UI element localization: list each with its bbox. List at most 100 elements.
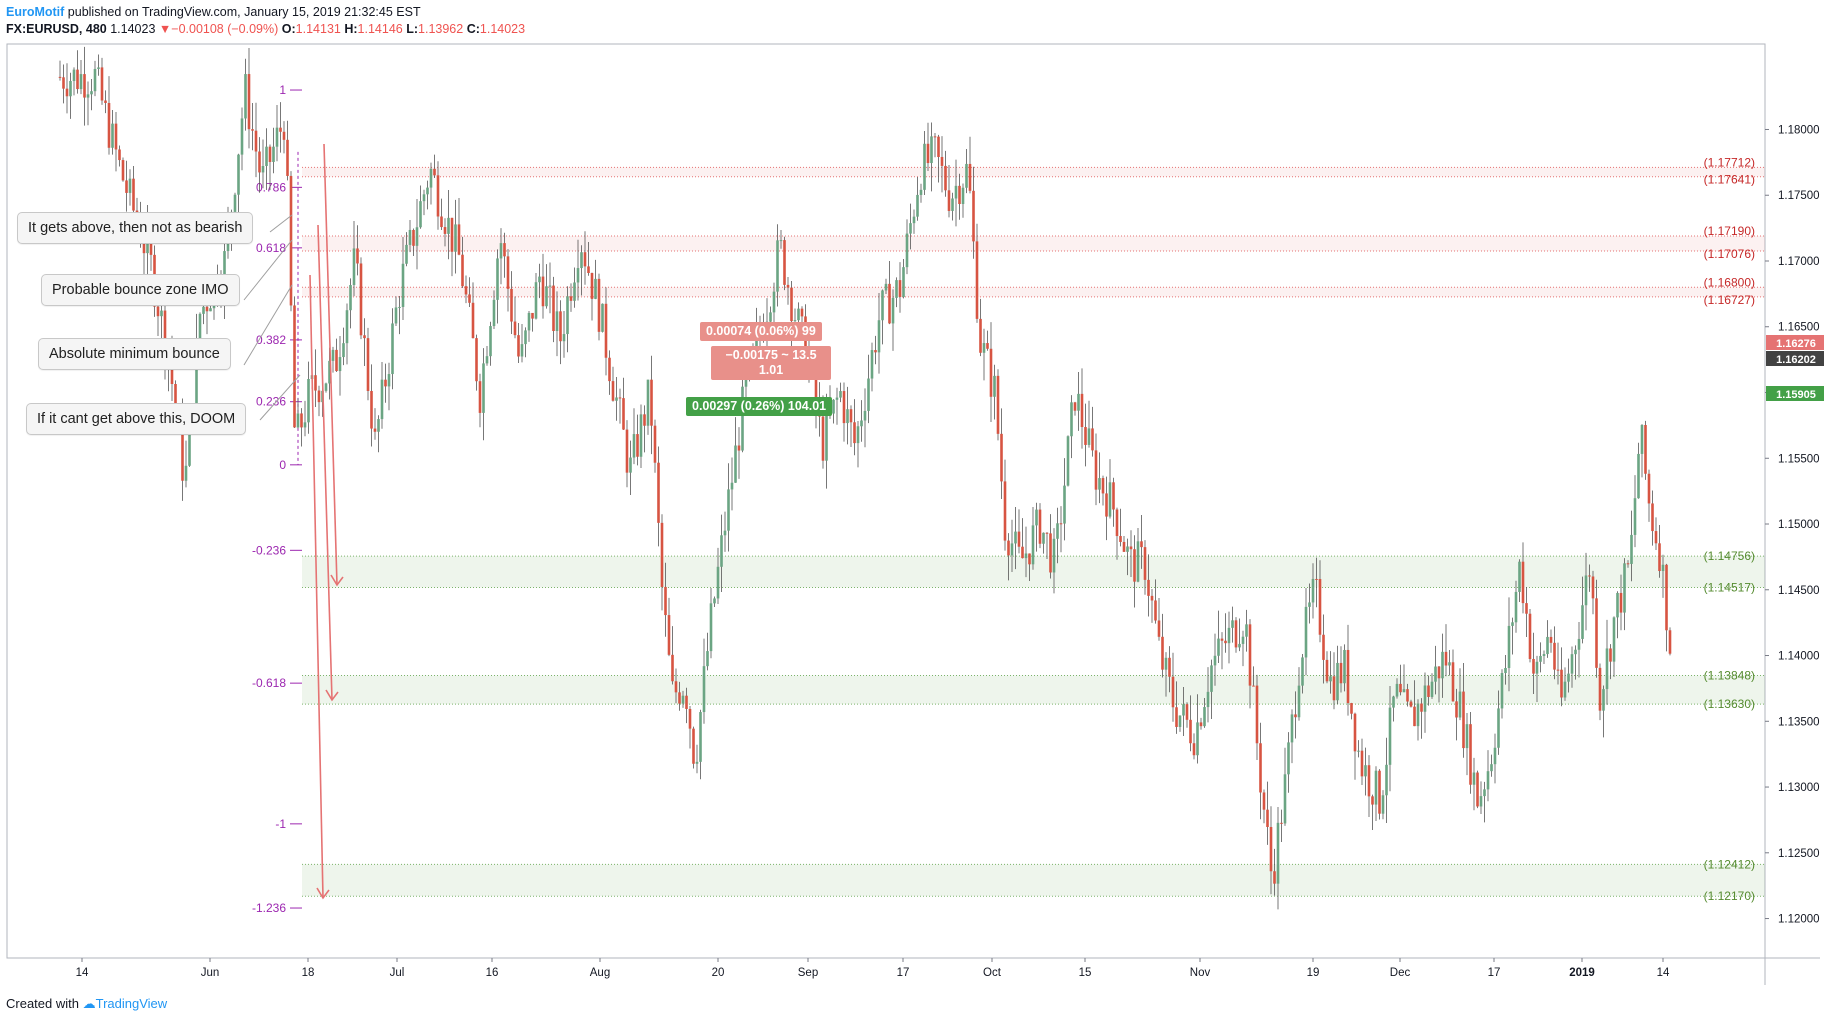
candle-body xyxy=(349,285,352,311)
candle-body xyxy=(660,522,664,587)
annotation-note[interactable]: It gets above, then not as bearish xyxy=(17,212,254,244)
x-tick-label: 20 xyxy=(712,967,725,979)
candle-body xyxy=(1168,657,1171,677)
y-tick-label: 1.15500 xyxy=(1778,453,1820,465)
candle-body xyxy=(426,187,429,195)
candle-body xyxy=(1227,627,1231,644)
candle-body xyxy=(723,530,727,536)
candle-body xyxy=(888,283,891,324)
candle-body xyxy=(1402,689,1406,693)
candle-body xyxy=(1507,625,1511,669)
candle-body xyxy=(1616,592,1619,618)
candle-body xyxy=(909,223,912,234)
candle-body xyxy=(471,302,475,339)
candle-body xyxy=(205,306,209,312)
candle-body xyxy=(429,168,433,188)
candle-body xyxy=(1563,681,1567,698)
candle-body xyxy=(1525,603,1528,614)
y-tick-label: 1.17000 xyxy=(1778,256,1820,268)
candle-body xyxy=(496,258,499,300)
fib-label: 0.618 xyxy=(256,241,286,255)
candle-body xyxy=(1056,523,1059,539)
candle-body xyxy=(1224,640,1227,644)
candle-body xyxy=(1626,563,1630,565)
candle-body xyxy=(1630,534,1633,564)
annotation-note[interactable]: Absolute minimum bounce xyxy=(38,338,231,370)
candle-body xyxy=(237,154,240,195)
candle-body xyxy=(958,185,961,205)
candle-body xyxy=(1052,538,1056,573)
candle-body xyxy=(520,344,524,357)
candle-body xyxy=(1276,822,1280,884)
price-tag-label: 1.16202 xyxy=(1776,354,1816,366)
candle-body xyxy=(524,330,527,345)
candle-body xyxy=(359,263,363,336)
created-with-text: Created with xyxy=(6,996,79,1011)
candle-body xyxy=(1504,668,1507,674)
candle-body xyxy=(1388,707,1392,765)
candle-body xyxy=(1101,478,1105,494)
candle-body xyxy=(1035,509,1038,526)
candle-body xyxy=(989,348,993,397)
candle-body xyxy=(1535,661,1539,674)
candle-body xyxy=(849,409,853,423)
candle-body xyxy=(979,318,982,353)
candle-body xyxy=(1017,531,1021,547)
candle-body xyxy=(503,243,506,257)
measure-label[interactable]: −0.00175 ~ 13.5 1.01 xyxy=(711,346,831,380)
candle-body xyxy=(867,378,870,411)
x-tick-label: 15 xyxy=(1079,967,1092,979)
candle-body xyxy=(314,375,317,391)
candle-body xyxy=(608,357,611,382)
candle-body xyxy=(1367,765,1371,797)
candle-body xyxy=(1262,792,1266,810)
tradingview-link[interactable]: TradingView xyxy=(95,996,168,1011)
x-tick-label: Nov xyxy=(1190,967,1211,979)
candle-body xyxy=(646,379,650,426)
candle-body xyxy=(1021,546,1024,559)
candle-body xyxy=(163,310,167,363)
resistance-label: (1.17641) xyxy=(1704,173,1755,187)
candle-body xyxy=(1406,689,1409,702)
x-tick-label: Dec xyxy=(1390,967,1411,979)
candle-body xyxy=(1080,393,1084,428)
x-tick-label: Sep xyxy=(798,967,818,979)
candle-body xyxy=(251,129,254,131)
candle-body xyxy=(1133,549,1136,582)
x-tick-label: Jun xyxy=(201,967,220,979)
price-tag-label: 1.16276 xyxy=(1776,338,1816,350)
candle-body xyxy=(825,412,828,461)
candle-body xyxy=(923,143,926,190)
x-tick-label: 16 xyxy=(486,967,499,979)
candle-body xyxy=(832,399,835,414)
candle-body xyxy=(1542,654,1546,656)
candle-body xyxy=(954,185,958,199)
plot-area xyxy=(6,43,1766,959)
candle-body xyxy=(531,312,534,319)
measure-label[interactable]: 0.00074 (0.06%) 99 xyxy=(700,322,822,341)
candle-body xyxy=(1633,498,1637,535)
candle-body xyxy=(545,286,548,307)
low-label: L: xyxy=(406,22,419,36)
annotation-note[interactable]: If it cant get above this, DOOM xyxy=(26,403,247,435)
candle-body xyxy=(1343,649,1346,684)
fib-label: 1 xyxy=(279,83,286,97)
candle-body xyxy=(331,349,335,361)
annotation-note[interactable]: Probable bounce zone IMO xyxy=(41,274,240,306)
projection-arrow xyxy=(309,274,324,899)
candle-body xyxy=(947,190,951,211)
candle-body xyxy=(111,123,114,148)
y-tick-label: 1.13000 xyxy=(1778,782,1820,794)
candle-body xyxy=(1413,706,1416,727)
price-change: −0.00108 (−0.09%) xyxy=(171,22,279,36)
author-link[interactable]: EuroMotif xyxy=(6,5,65,19)
resistance-zone xyxy=(302,167,1765,177)
candle-body xyxy=(1084,427,1087,445)
candle-body xyxy=(1038,509,1042,544)
candle-body xyxy=(1385,764,1388,796)
measure-label[interactable]: 0.00297 (0.26%) 104.01 xyxy=(686,397,833,416)
candle-body xyxy=(1248,624,1252,686)
candle-body xyxy=(1581,605,1584,639)
candle-body xyxy=(590,272,594,299)
